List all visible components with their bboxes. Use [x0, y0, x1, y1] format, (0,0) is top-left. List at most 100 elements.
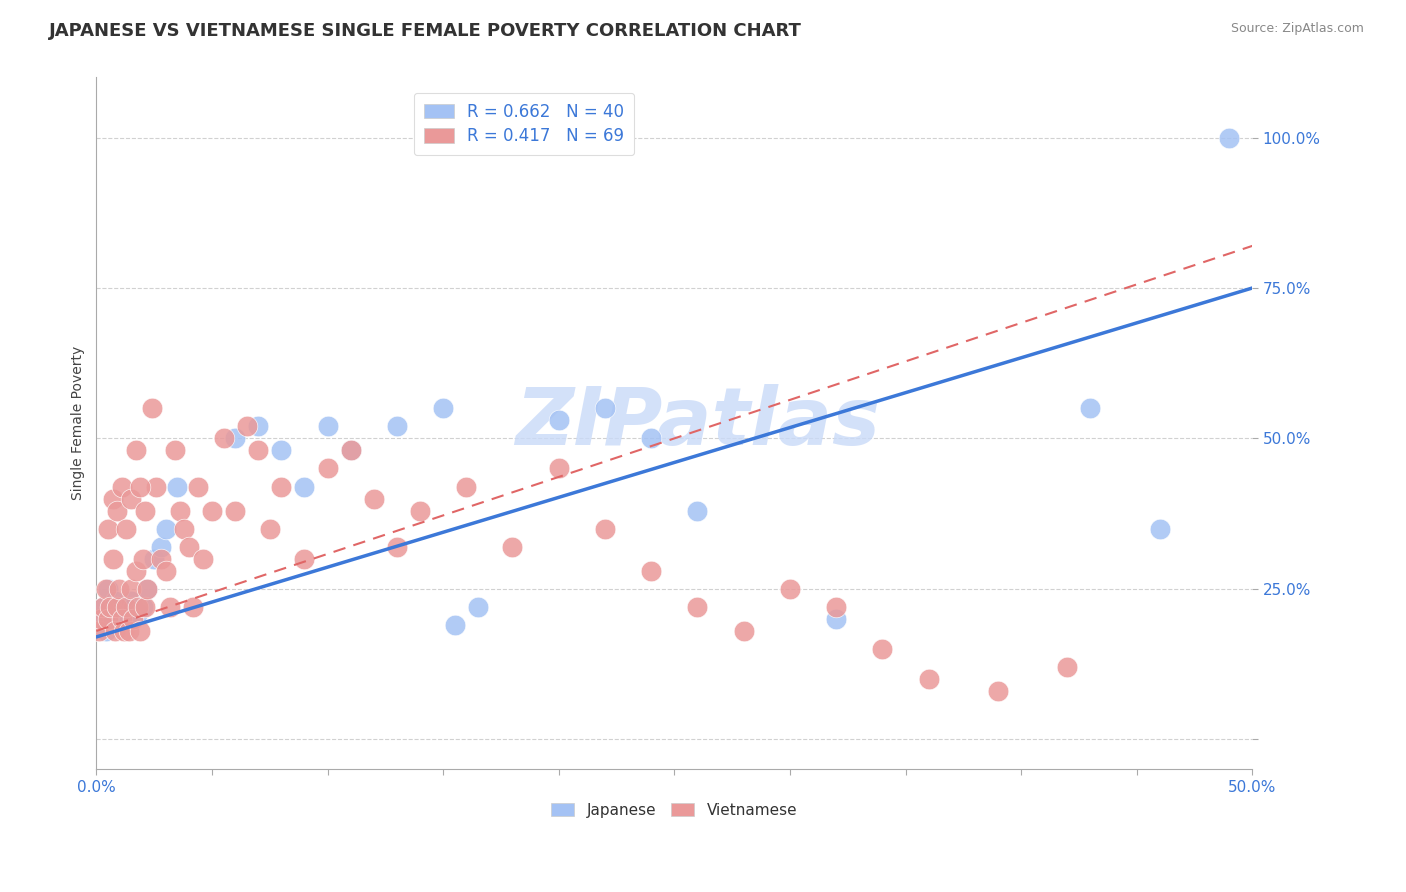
Point: [733, 624, 755, 638]
Point: [159, 599, 181, 614]
Point: [143, 551, 166, 566]
Point: [547, 413, 569, 427]
Point: [155, 522, 177, 536]
Point: [224, 431, 246, 445]
Point: [87, 624, 110, 638]
Point: [247, 419, 270, 434]
Point: [825, 612, 848, 626]
Point: [131, 599, 153, 614]
Point: [90, 612, 112, 626]
Point: [94, 624, 117, 638]
Point: [385, 419, 408, 434]
Point: [115, 599, 138, 614]
Y-axis label: Single Female Poverty: Single Female Poverty: [72, 346, 86, 500]
Point: [91, 599, 114, 614]
Point: [134, 599, 156, 614]
Point: [122, 599, 145, 614]
Point: [112, 624, 135, 638]
Text: ZIPatlas: ZIPatlas: [515, 384, 880, 462]
Point: [111, 612, 134, 626]
Point: [363, 491, 385, 506]
Point: [105, 599, 128, 614]
Point: [212, 431, 235, 445]
Point: [127, 606, 149, 620]
Point: [316, 419, 339, 434]
Point: [101, 491, 124, 506]
Point: [145, 479, 167, 493]
Text: Source: ZipAtlas.com: Source: ZipAtlas.com: [1230, 22, 1364, 36]
Point: [917, 672, 939, 686]
Legend: Japanese, Vietnamese: Japanese, Vietnamese: [546, 797, 803, 824]
Point: [270, 443, 292, 458]
Point: [467, 599, 489, 614]
Point: [112, 606, 135, 620]
Point: [104, 594, 127, 608]
Point: [129, 624, 152, 638]
Point: [155, 564, 177, 578]
Point: [177, 540, 200, 554]
Point: [127, 599, 149, 614]
Point: [163, 443, 186, 458]
Point: [120, 491, 142, 506]
Point: [501, 540, 523, 554]
Point: [120, 582, 142, 596]
Point: [115, 522, 138, 536]
Point: [259, 522, 281, 536]
Point: [593, 401, 616, 416]
Point: [118, 624, 141, 638]
Point: [115, 599, 138, 614]
Point: [111, 479, 134, 493]
Point: [385, 540, 408, 554]
Point: [108, 582, 131, 596]
Point: [129, 479, 152, 493]
Point: [339, 443, 361, 458]
Point: [150, 540, 173, 554]
Point: [187, 479, 209, 493]
Point: [134, 503, 156, 517]
Point: [987, 684, 1010, 698]
Point: [118, 612, 141, 626]
Point: [124, 564, 146, 578]
Point: [101, 551, 124, 566]
Point: [91, 599, 114, 614]
Point: [432, 401, 454, 416]
Point: [90, 612, 112, 626]
Point: [547, 461, 569, 475]
Point: [872, 642, 894, 657]
Point: [640, 564, 662, 578]
Point: [183, 599, 205, 614]
Point: [94, 582, 117, 596]
Point: [97, 612, 120, 626]
Point: [191, 551, 214, 566]
Point: [98, 599, 121, 614]
Point: [779, 582, 801, 596]
Point: [235, 419, 257, 434]
Point: [640, 431, 662, 445]
Point: [294, 479, 316, 493]
Point: [1080, 401, 1102, 416]
Point: [1056, 660, 1078, 674]
Point: [825, 599, 848, 614]
Point: [339, 443, 361, 458]
Point: [294, 551, 316, 566]
Point: [1218, 130, 1240, 145]
Point: [169, 503, 191, 517]
Point: [97, 582, 120, 596]
Point: [316, 461, 339, 475]
Point: [111, 612, 134, 626]
Point: [124, 443, 146, 458]
Point: [686, 599, 709, 614]
Point: [409, 503, 432, 517]
Point: [173, 522, 195, 536]
Point: [98, 599, 121, 614]
Point: [201, 503, 224, 517]
Point: [97, 522, 120, 536]
Point: [224, 503, 246, 517]
Point: [166, 479, 188, 493]
Point: [136, 582, 159, 596]
Point: [443, 618, 465, 632]
Point: [105, 599, 128, 614]
Point: [141, 401, 163, 416]
Point: [456, 479, 478, 493]
Point: [131, 551, 153, 566]
